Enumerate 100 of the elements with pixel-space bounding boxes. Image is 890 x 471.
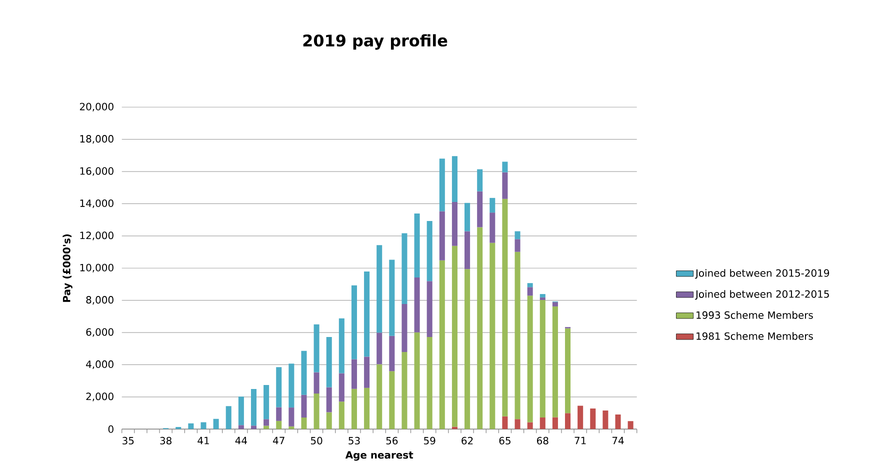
bar <box>288 426 294 430</box>
bar <box>540 294 546 298</box>
bar <box>565 413 571 430</box>
y-tick-label: 20,000 <box>80 102 114 112</box>
bar <box>402 233 408 304</box>
y-tick-label: 10,000 <box>80 264 114 272</box>
bar <box>452 426 458 430</box>
bar <box>439 211 445 260</box>
bar <box>402 304 408 352</box>
bar <box>590 408 596 430</box>
bar <box>326 412 332 430</box>
y-axis-title: Pay (£000's) <box>62 234 72 302</box>
bar <box>301 394 307 418</box>
x-tick-label: 50 <box>310 436 322 444</box>
bar <box>452 202 458 246</box>
x-tick-label: 44 <box>235 436 247 444</box>
bar <box>477 169 483 192</box>
bar <box>301 350 307 395</box>
bar <box>364 388 370 430</box>
legend-label: 1993 Scheme Members <box>696 311 813 319</box>
bar <box>527 287 533 296</box>
bar <box>452 156 458 202</box>
bar <box>502 198 508 416</box>
bar <box>552 302 558 306</box>
bar <box>615 414 621 430</box>
bar <box>477 227 483 430</box>
bar <box>540 418 546 430</box>
bar <box>200 422 206 430</box>
y-tick-label: 16,000 <box>80 167 114 176</box>
bar <box>314 324 320 372</box>
bar <box>527 296 533 422</box>
x-tick-label: 53 <box>348 436 360 444</box>
bar <box>288 364 294 408</box>
bar <box>250 426 257 430</box>
bar <box>527 422 533 430</box>
bar <box>514 252 520 420</box>
bar <box>264 426 270 430</box>
bar <box>276 407 282 421</box>
bar <box>264 385 270 420</box>
bar <box>527 283 533 288</box>
y-tick-label: 2,000 <box>86 392 114 402</box>
x-tick-label: 71 <box>574 436 586 444</box>
y-tick-label: 4,000 <box>86 360 114 369</box>
bar <box>490 198 496 213</box>
bar <box>389 260 395 336</box>
bar <box>490 242 496 430</box>
x-tick-label: 38 <box>160 436 172 444</box>
y-tick-label: 14,000 <box>80 199 114 208</box>
y-tick-label: 8,000 <box>86 296 114 305</box>
bar <box>414 214 420 278</box>
y-tick-label: 18,000 <box>80 135 114 144</box>
x-axis-title: Age nearest <box>345 451 414 461</box>
bar <box>326 387 332 412</box>
x-tick-label: 74 <box>612 436 624 444</box>
bar <box>351 359 357 389</box>
bar <box>414 332 420 430</box>
bar <box>213 418 219 430</box>
bar <box>514 231 520 240</box>
bar <box>565 328 571 414</box>
bar <box>389 336 395 372</box>
bar <box>389 371 395 430</box>
bar <box>238 396 244 426</box>
bar <box>502 162 508 172</box>
bar <box>439 260 445 430</box>
bar <box>464 269 470 430</box>
legend-label: Joined between 2015-2019 <box>694 269 830 279</box>
bar <box>514 419 520 430</box>
bar <box>226 406 232 430</box>
bar <box>238 425 244 430</box>
chart-title: 2019 pay profile <box>303 34 448 50</box>
bar <box>490 212 496 243</box>
x-tick-label: 56 <box>386 436 398 444</box>
bar <box>351 285 357 360</box>
bar <box>464 231 470 270</box>
bar <box>540 297 546 300</box>
bar <box>464 202 470 232</box>
y-tick-label: 0 <box>108 425 114 433</box>
bar <box>288 408 294 426</box>
bar <box>426 337 432 430</box>
x-tick-label: 47 <box>273 436 284 444</box>
bar <box>376 245 382 333</box>
bar <box>402 352 408 430</box>
bar <box>426 281 432 338</box>
legend-label: Joined between 2012-2015 <box>694 290 829 300</box>
bar <box>326 337 332 388</box>
bar <box>426 220 432 282</box>
bar <box>364 272 370 357</box>
x-tick-label: 62 <box>462 436 473 444</box>
bar <box>338 373 344 402</box>
y-tick-label: 12,000 <box>80 232 114 240</box>
x-tick-label: 59 <box>424 436 436 444</box>
x-tick-label: 41 <box>198 436 209 444</box>
bar <box>250 389 257 426</box>
bar <box>364 356 370 388</box>
bar <box>351 388 357 430</box>
bar <box>414 277 420 332</box>
bar <box>314 372 320 394</box>
bar <box>376 332 382 364</box>
bar <box>628 421 634 430</box>
bar <box>452 246 458 427</box>
